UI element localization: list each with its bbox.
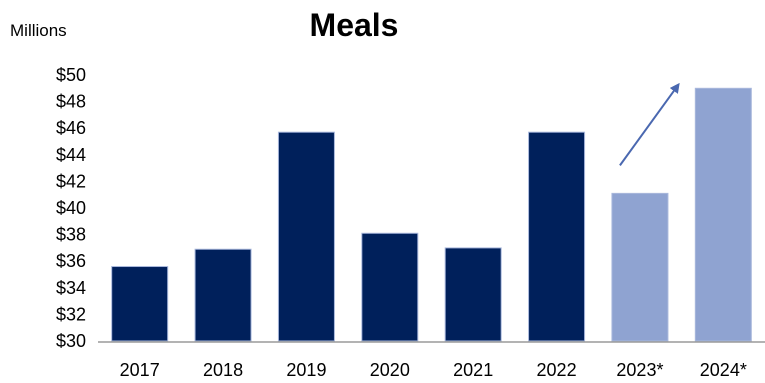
bars	[111, 87, 752, 342]
units-label: Millions	[10, 21, 67, 40]
x-tick-label: 2021	[453, 360, 493, 380]
y-tick-label: $42	[56, 171, 86, 191]
bar-2017	[111, 266, 169, 342]
bar-2019	[277, 131, 335, 342]
bar-2024-projected	[694, 87, 752, 342]
bar-2022	[528, 131, 586, 342]
x-tick-label: 2020	[370, 360, 410, 380]
y-tick-label: $50	[56, 65, 86, 85]
x-tick-label: 2022	[537, 360, 577, 380]
x-tick-label: 2017	[120, 360, 160, 380]
x-tick-label: 2024*	[700, 360, 747, 380]
x-tick-label: 2023*	[616, 360, 663, 380]
y-tick-label: $38	[56, 225, 86, 245]
y-tick-label: $32	[56, 304, 86, 324]
y-tick-label: $34	[56, 278, 86, 298]
y-tick-label: $30	[56, 331, 86, 351]
y-tick-label: $46	[56, 118, 86, 138]
y-tick-label: $36	[56, 251, 86, 271]
y-tick-label: $40	[56, 198, 86, 218]
bar-2018	[194, 248, 252, 342]
y-tick-label: $48	[56, 92, 86, 112]
x-axis-ticks: 2017 2018 2019 2020 2021 2022 2023* 2024*	[120, 360, 747, 380]
y-tick-label: $44	[56, 145, 86, 165]
chart-title: Meals	[310, 7, 399, 43]
bar-2021	[444, 247, 502, 342]
y-axis-ticks: $30 $32 $34 $36 $38 $40 $42 $44 $46 $48 $50	[56, 65, 86, 351]
x-tick-label: 2018	[203, 360, 243, 380]
bar-2020	[361, 232, 419, 342]
x-tick-label: 2019	[286, 360, 326, 380]
trend-arrow-icon	[619, 82, 680, 166]
bar-2023-projected	[611, 192, 669, 342]
